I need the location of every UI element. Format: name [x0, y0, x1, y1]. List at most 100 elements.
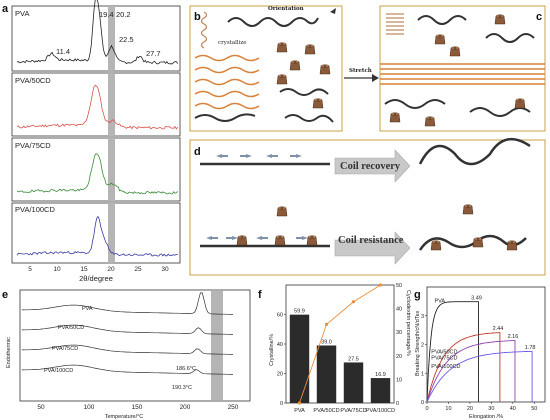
line-x-tick-label: 30: [488, 406, 494, 412]
bar-secondary-tick-label: 0: [396, 401, 399, 407]
dsc-annotation: 186.6°C: [176, 366, 196, 372]
bar-value-label: 59.9: [294, 309, 305, 315]
series-name-label: PVA: [435, 299, 446, 305]
dsc-curve: [21, 364, 233, 375]
xrd-highlight-band: [108, 73, 115, 136]
polymer-chain: [485, 33, 535, 43]
xrd-tick-label: 10: [53, 266, 61, 273]
bar-y-tick-label: 0: [280, 401, 283, 407]
line-y-tick-label: 2: [421, 343, 424, 349]
xrd-panel: a PVA 11.4 19.4 20.2 22.5 27.7 PVA/50CD …: [2, 0, 181, 283]
bar-secondary-tick-label: 20: [396, 354, 402, 360]
resistance-arrows: [206, 236, 308, 240]
dsc-y-axis-label: Endothermic: [6, 337, 12, 368]
stretch-label: Stretch: [349, 68, 372, 74]
break-strength-label: 2.16: [508, 334, 519, 340]
xrd-subplot-2: PVA/50CD: [11, 72, 181, 137]
orientation-label: Orientation: [268, 6, 304, 12]
secondary-point: [324, 322, 329, 327]
break-strength-label: 1.78: [525, 345, 536, 351]
line-x-tick-label: 10: [445, 406, 451, 412]
stress-strain-curve: [426, 350, 533, 403]
dsc-sample-label: PVA/75CD: [52, 346, 78, 352]
bar-value-label: 27.5: [348, 356, 359, 362]
panel-label-e: e: [2, 289, 8, 301]
bar-secondary-tick-label: 30: [396, 330, 402, 336]
dsc-x-axis-label: Temperature/°C: [105, 414, 144, 420]
crystallize-label: crystallize: [218, 40, 247, 46]
bar-secondary-tick-label: 10: [396, 377, 402, 383]
dsc-curve: [21, 344, 233, 355]
stress-strain-curve: [426, 340, 516, 403]
bar-y-tick-label: 60: [277, 313, 283, 319]
xrd-peak-label: 19.4: [99, 10, 114, 19]
xrd-sample-pva75cd: PVA/75CD: [15, 141, 51, 150]
dsc-tick-label: 50: [37, 404, 45, 411]
series-name-label: PVA/75CD: [431, 356, 457, 362]
bar-secondary-tick-label: 50: [396, 283, 402, 289]
xrd-highlight-band: [108, 138, 115, 201]
line-x-tick-label: 20: [467, 406, 473, 412]
line-x-tick-label: 40: [510, 406, 516, 412]
dsc-highlight-band: [211, 291, 223, 400]
dsc-tick-label: 100: [84, 404, 95, 411]
secondary-point: [297, 401, 302, 405]
xrd-subplot-4: PVA/100CD: [11, 202, 181, 264]
panel-label-g: g: [414, 289, 421, 301]
xrd-highlight-band: [108, 6, 115, 71]
polymer-chain: [227, 17, 319, 27]
dsc-panel: e PVA PVA/50CD PVA/75CD PVA/100CD 186.6°…: [2, 289, 251, 420]
xrd-curve-pva100cd: [16, 215, 178, 257]
coil-recovery-arrow: Coil recovery: [334, 149, 411, 183]
bar-category-label: PVA/100CD: [366, 408, 395, 414]
dsc-tick-label: 250: [228, 404, 239, 411]
dsc-tick-label: 150: [132, 404, 143, 411]
line-x-axis-label: Elongation /%: [469, 414, 503, 420]
bar-secondary-y-label: Cyclodextrin percentage/%: [405, 290, 411, 356]
coil-resistance-arrow: Coil resistance: [334, 231, 411, 265]
line-x-tick-label: 50: [531, 406, 537, 412]
xrd-highlight-band: [108, 203, 115, 263]
bar: [343, 362, 364, 403]
schematic-panel-d: d Coil recovery Coil resistance: [189, 137, 546, 276]
dsc-sample-label: PVA: [82, 306, 93, 312]
bar-category-label: PVA/50CD: [313, 408, 339, 414]
schematic-panel-c: c: [379, 5, 546, 132]
panel-label-a: a: [2, 3, 9, 15]
polymer-chain: [194, 113, 256, 122]
xrd-sample-pva50cd: PVA/50CD: [15, 76, 51, 85]
xrd-x-axis-label: 2θ/degree: [79, 274, 113, 283]
panel-label-c: c: [536, 11, 542, 23]
bar-y-tick-label: 20: [277, 372, 283, 378]
panel-label-b: b: [194, 11, 201, 23]
stress-strain-curve: [426, 301, 479, 403]
break-strength-label: 3.49: [471, 296, 482, 302]
dsc-annotation: 190.3°C: [172, 385, 192, 391]
xrd-tick-label: 25: [134, 266, 142, 273]
line-plot-area: [426, 286, 546, 403]
crystallinity-bar-chart: f Crystalline/% Cyclodextrin percentage/…: [258, 283, 411, 414]
xrd-curve-pva50cd: [16, 84, 179, 130]
xrd-peak-label: 22.5: [119, 35, 134, 44]
crystalline-chains: [194, 54, 260, 110]
bar-category-label: PVA: [294, 408, 305, 414]
secondary-point: [351, 300, 356, 304]
break-strength-label: 2.44: [493, 326, 504, 332]
xrd-tick-label: 20: [107, 266, 115, 273]
bar: [289, 314, 310, 403]
cyclodextrin-icon: [462, 204, 474, 215]
coiled-chain: [200, 11, 208, 49]
bar-value-label: 16.9: [375, 372, 386, 378]
polymer-chain: [417, 15, 467, 25]
xrd-peak-label: 20.2: [116, 10, 131, 19]
polymer-chain: [279, 88, 329, 96]
xrd-tick-label: 30: [161, 266, 169, 273]
xrd-subplot-1: PVA 11.4 19.4 20.2 22.5 27.7: [11, 0, 181, 72]
polymer-chain: [284, 114, 334, 123]
recovery-arrows: [216, 154, 302, 158]
bar: [316, 345, 337, 403]
series-name-label: PVA/50CD: [431, 349, 457, 355]
bar-y-tick-label: 40: [277, 342, 283, 348]
series-name-label: PVA/100CD: [431, 364, 460, 370]
